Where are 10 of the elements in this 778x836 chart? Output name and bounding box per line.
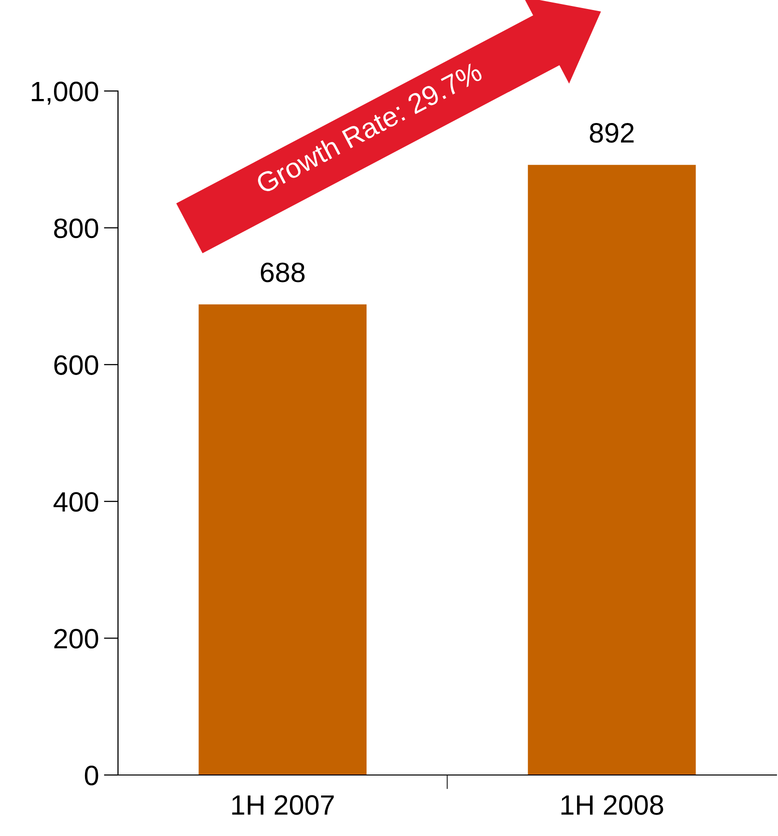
y-tick-label: 800 xyxy=(54,218,98,238)
y-tick-label: 0 xyxy=(84,766,98,786)
data-label: 688 xyxy=(260,262,305,282)
y-tick-label: 600 xyxy=(54,355,98,375)
x-tick-label: 1H 2008 xyxy=(561,795,664,815)
y-tick-label: 400 xyxy=(54,492,98,512)
x-tick-label: 1H 2007 xyxy=(232,795,334,815)
data-label: 892 xyxy=(590,123,634,143)
y-tick-label: 200 xyxy=(54,628,98,649)
y-tick-label: 1,000 xyxy=(32,82,98,105)
